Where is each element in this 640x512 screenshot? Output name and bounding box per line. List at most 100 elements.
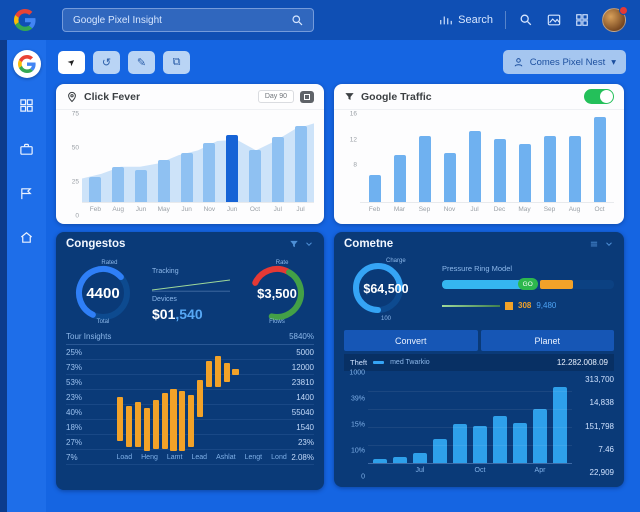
bar [134, 170, 147, 202]
bar [112, 166, 125, 202]
account-dropdown[interactable]: Comes Pixel Nest ▾ [502, 50, 626, 74]
chevron-down-icon[interactable] [304, 239, 314, 249]
undo-tool-button[interactable]: ↺ [93, 50, 120, 74]
series-total-value: 12.282.008.09 [556, 358, 608, 367]
waterfall-bar [179, 390, 186, 452]
toolbar: ➤ ↺ ✎ ⧉ Comes Pixel Nest ▾ [58, 49, 626, 75]
y-tick: 25 [71, 178, 79, 186]
bar-series [370, 373, 570, 463]
sidebar-item-dashboard[interactable] [13, 92, 39, 118]
traffic-toggle[interactable] [584, 89, 614, 104]
row-value: 12000 [291, 362, 314, 372]
pointer-tool-button[interactable]: ➤ [58, 50, 85, 74]
divider [505, 11, 506, 29]
y-axis: 75 50 25 0 [64, 110, 82, 220]
search-label: Search [458, 14, 493, 26]
x-tick: Oct [249, 206, 261, 213]
conversions-chart: 1000 39% 15% 10% 0 Jul Oct Apr 313,700 14,838 15… [344, 370, 614, 481]
waterfall-bar [196, 380, 204, 417]
apps-grid-icon[interactable] [574, 12, 590, 28]
draw-tool-button[interactable]: ✎ [128, 50, 155, 74]
sidebar-google-logo[interactable] [13, 50, 41, 78]
filter-icon[interactable] [289, 239, 299, 249]
chevron-down-icon[interactable] [604, 239, 614, 249]
y-tick: 0 [361, 473, 365, 481]
trend-sparkline [152, 279, 230, 292]
series-legend-swatch [373, 361, 385, 364]
y-tick: 8 [353, 161, 357, 169]
x-tick: Oct [594, 206, 605, 213]
bar [468, 130, 481, 202]
gauge-value: $3,500 [257, 285, 297, 301]
x-tick: Feb [368, 206, 381, 213]
avatar[interactable] [602, 6, 628, 32]
sidebar-item-flag[interactable] [13, 180, 39, 206]
menu-icon[interactable] [589, 239, 599, 249]
model-label: Pressure Ring Model [442, 264, 513, 273]
table-header: Tour Insights 5840% [66, 330, 314, 345]
global-search-box[interactable] [62, 8, 314, 32]
waterfall-bar [152, 399, 159, 450]
person-icon [514, 57, 523, 67]
image-icon[interactable] [546, 12, 562, 28]
x-tick: Jul [470, 206, 479, 213]
orange-marker-icon [505, 301, 513, 310]
row-value: 23% [297, 437, 314, 447]
y-tick: 15% [350, 421, 365, 429]
value-item: 22,909 [589, 468, 614, 477]
tab-convert[interactable]: Convert [344, 330, 478, 351]
draw-icon: ✎ [136, 56, 147, 69]
kpi-row: Charge $64,500 100 Pressure Ring Model G… [334, 256, 624, 324]
x-tick: Oct [474, 467, 486, 474]
tour-insights-table: Tour Insights 5840% 25% 5000 73% 12000 53% 23… [66, 330, 314, 465]
x-tick: May [157, 206, 170, 213]
bar-series [84, 114, 312, 202]
toggle-knob [600, 90, 613, 103]
link-tool-button[interactable]: ⧉ [163, 50, 190, 74]
search-menu-item[interactable]: Search [439, 13, 493, 27]
waterfall-x-label: Load [116, 453, 133, 461]
y-tick: 39% [350, 395, 365, 403]
table-row: 53% 23810 [66, 375, 314, 390]
x-axis: Jul Oct Apr [368, 464, 572, 477]
bar [294, 125, 307, 202]
y-tick: 75 [71, 110, 79, 118]
notification-badge [619, 6, 628, 15]
bar [593, 116, 606, 202]
row-value: 5000 [296, 347, 314, 357]
copy-icon[interactable] [300, 90, 314, 103]
chevron-down-icon: ▾ [611, 56, 616, 68]
sidebar-item-home[interactable] [13, 224, 39, 250]
search-icon[interactable] [289, 12, 305, 28]
value-column: 313,700 14,838 151,798 7.46 22,909 [572, 373, 614, 477]
range-badge[interactable]: Day 90 [257, 90, 294, 103]
sidebar-item-briefcase[interactable] [13, 136, 39, 162]
search-icon[interactable] [518, 12, 534, 28]
plot-area [368, 373, 572, 464]
bar [473, 426, 487, 463]
search-input[interactable] [71, 13, 289, 27]
value-item: 7.46 [598, 444, 614, 454]
bar [203, 143, 216, 202]
account-dropdown-label: Comes Pixel Nest [529, 56, 606, 68]
y-tick: 10% [350, 447, 365, 455]
filter-icon [345, 93, 354, 100]
x-tick: Jul [296, 206, 305, 213]
tab-planet[interactable]: Planet [480, 330, 614, 351]
gauge-top-label: Rated [101, 260, 118, 266]
model-panel: Pressure Ring Model GO 308 9,480 [428, 258, 614, 324]
waterfall-x-label: Lead [191, 453, 208, 461]
marker-value-2: 9,480 [536, 301, 557, 310]
value-item: 151,798 [585, 421, 614, 431]
analytics-icon [440, 16, 452, 25]
gauge-top-label: Rate [275, 260, 289, 266]
bar [518, 144, 531, 202]
bar [418, 136, 431, 202]
pin-icon [68, 91, 76, 102]
bar [393, 155, 406, 202]
row-value: 1540 [296, 422, 314, 432]
table-header-left: Tour Insights [66, 332, 112, 341]
gauge-bottom-label: Flows [269, 319, 285, 325]
donut-top-label: Charge [386, 258, 406, 264]
waterfall-bar [170, 388, 177, 452]
